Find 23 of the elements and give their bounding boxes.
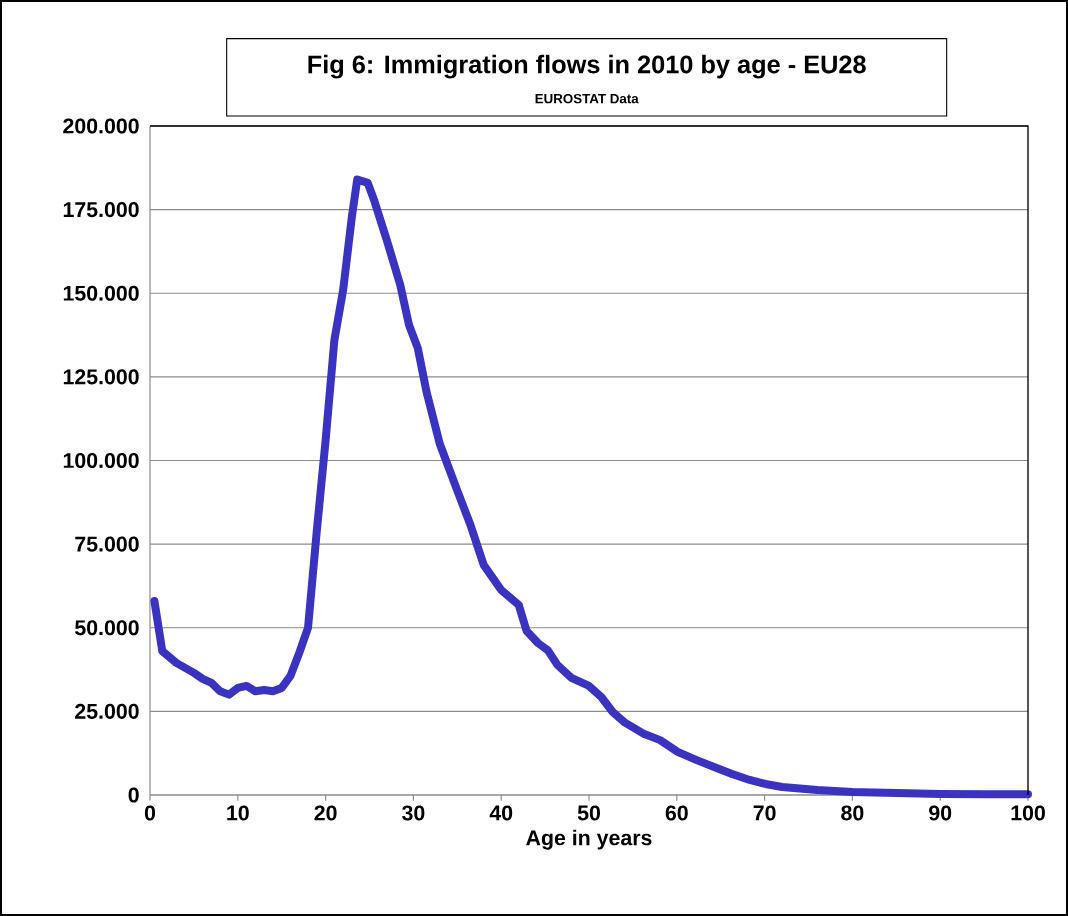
x-axis-title: Age in years	[526, 829, 652, 850]
chart-subtitle: EUROSTAT Data	[535, 93, 639, 104]
y-tick-label: 125.000	[63, 369, 139, 385]
x-tick-label: 100	[1011, 805, 1045, 821]
y-tick-label: 175.000	[63, 202, 139, 218]
x-tick-label: 50	[577, 805, 600, 821]
x-tick-label: 40	[489, 805, 513, 821]
x-tick-label: 80	[841, 805, 864, 821]
y-tick-label: 50.000	[75, 620, 139, 636]
y-tick-label: 75.000	[75, 536, 139, 552]
y-tick-label: 0	[128, 787, 139, 803]
chart-title: Fig 6: Immigration flows in 2010 by age - EU28	[308, 54, 866, 79]
x-tick-label: 70	[753, 805, 776, 821]
y-tick-label: 200.000	[63, 118, 139, 134]
y-tick-label: 100.000	[63, 452, 139, 469]
x-tick-label: 30	[402, 805, 425, 821]
x-tick-label: 60	[665, 805, 688, 821]
x-tick-label: 0	[144, 805, 156, 821]
y-tick-label: 25.000	[75, 703, 139, 719]
y-tick-label: 150.000	[63, 285, 139, 301]
x-tick-label: 90	[929, 805, 952, 821]
x-tick-label: 20	[314, 805, 337, 821]
x-tick-label: 10	[227, 805, 249, 821]
